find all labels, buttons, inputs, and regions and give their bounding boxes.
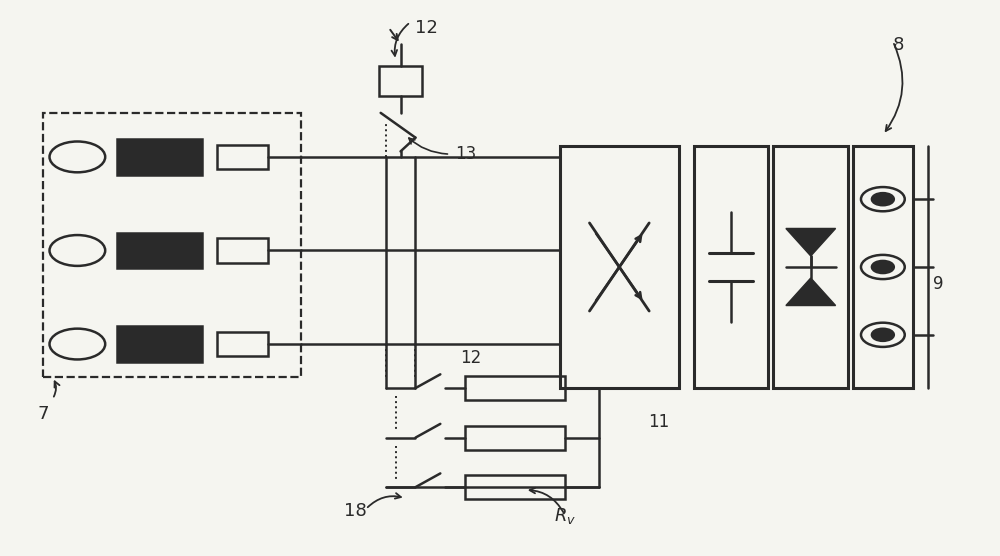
Text: 13: 13	[455, 145, 477, 163]
Circle shape	[872, 193, 894, 205]
Bar	[117, 233, 202, 268]
Polygon shape	[786, 278, 836, 306]
Text: 8: 8	[893, 36, 904, 54]
Text: 9: 9	[933, 275, 943, 292]
Circle shape	[872, 261, 894, 273]
Polygon shape	[786, 229, 836, 256]
Bar	[465, 425, 565, 450]
Bar	[694, 146, 768, 388]
Bar	[773, 146, 848, 388]
Bar	[560, 146, 679, 388]
Bar	[117, 326, 202, 361]
Bar	[217, 332, 268, 356]
Text: 18: 18	[344, 502, 367, 520]
Bar	[465, 376, 565, 400]
Text: 11: 11	[648, 413, 670, 431]
Text: 7: 7	[38, 405, 49, 423]
Text: $R_v$: $R_v$	[554, 506, 576, 526]
Bar	[217, 239, 268, 262]
Bar	[43, 113, 301, 377]
Bar	[853, 146, 913, 388]
Text: 12: 12	[415, 19, 438, 37]
Text: 12: 12	[460, 349, 481, 367]
Circle shape	[872, 329, 894, 341]
Bar	[217, 145, 268, 169]
Bar	[465, 475, 565, 499]
Bar	[117, 140, 202, 175]
Bar	[379, 66, 422, 96]
